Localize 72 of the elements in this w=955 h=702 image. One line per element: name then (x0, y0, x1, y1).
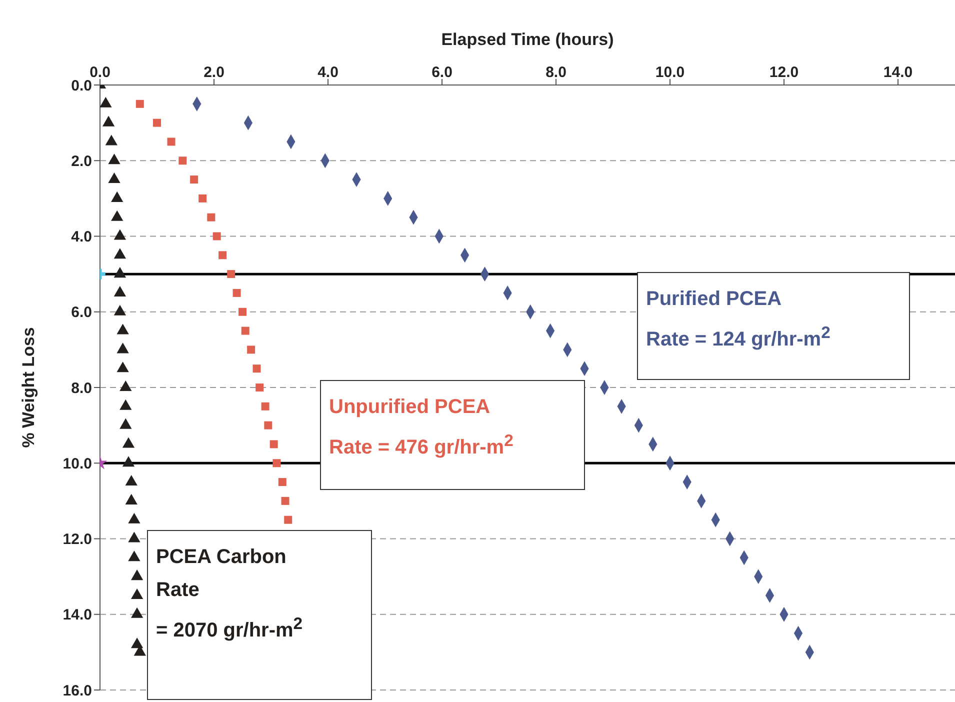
y-tick-label: 10.0 (62, 455, 92, 472)
point (281, 496, 290, 505)
point (198, 194, 207, 202)
y-tick-label: 12.0 (62, 531, 92, 548)
y-tick-label: 6.0 (71, 304, 92, 322)
point (116, 342, 129, 354)
point (114, 304, 126, 316)
point (136, 100, 144, 108)
annotation: PCEA Carbon Rate = 2070 gr/hr-m$^{2}$ (156, 545, 304, 644)
point (153, 118, 161, 127)
point (167, 138, 176, 146)
point (261, 402, 270, 410)
point (114, 229, 126, 240)
annotation: Purified PCEA Rate = 124 gr/hr-m$^{2}$ (646, 287, 832, 353)
y-tick-label: 16.0 (62, 682, 92, 700)
point (284, 516, 292, 524)
point (116, 362, 129, 372)
point (122, 437, 135, 448)
x-tick-label: 0.0 (90, 64, 110, 81)
point (178, 156, 187, 165)
point (241, 326, 250, 335)
x-tick-label: 2.0 (204, 64, 224, 81)
point (108, 154, 120, 164)
point (130, 588, 144, 599)
point (120, 380, 132, 392)
point (130, 570, 144, 580)
point (212, 232, 221, 240)
point (128, 532, 140, 542)
point (120, 418, 132, 429)
text-box: PCEA Carbon Rate = 2070 gr/hr-m$^{2}$ (147, 530, 372, 700)
y-tick-label: 8.0 (71, 380, 92, 397)
x-tick-label: 10.0 (655, 64, 685, 81)
point (232, 288, 241, 297)
point (218, 251, 227, 260)
x-tick-label: 12.0 (769, 64, 799, 81)
point (238, 308, 246, 316)
x-tick-label: 8.0 (546, 64, 566, 81)
point (190, 176, 198, 184)
annotation: Unpurified PCEA Rate = 476 gr/hr-m$^{2}$ (329, 395, 514, 461)
point (125, 475, 138, 486)
y-tick-label: 4.0 (71, 228, 92, 246)
point (256, 384, 264, 392)
point (252, 364, 261, 373)
point (122, 456, 135, 467)
point (128, 550, 140, 562)
y-tick-label: 14.0 (62, 606, 92, 624)
x-axis-title: Elapsed Time (hours) (441, 30, 614, 49)
point (125, 494, 138, 504)
point (264, 421, 272, 430)
x-tick-label: 6.0 (432, 64, 452, 81)
text-box: Purified PCEA Rate = 124 gr/hr-m$^{2}$ (637, 272, 910, 380)
x-tick-label: 14.0 (883, 64, 913, 81)
point (207, 213, 216, 222)
x-tick-label: 4.0 (318, 64, 338, 81)
point (130, 638, 144, 648)
point (227, 270, 236, 278)
point (116, 324, 129, 334)
text-box: Unpurified PCEA Rate = 476 gr/hr-m$^{2}$ (320, 380, 585, 490)
point (114, 248, 126, 259)
point (105, 134, 118, 146)
point (247, 346, 256, 354)
point (272, 459, 281, 468)
y-axis-title: % Weight Loss (19, 327, 38, 448)
y-tick-label: 0.0 (71, 77, 92, 94)
point (108, 172, 120, 184)
point (270, 440, 278, 448)
y-tick-label: 2.0 (71, 152, 92, 170)
point (120, 399, 132, 410)
point (128, 512, 140, 524)
point (114, 267, 126, 278)
point (278, 478, 286, 486)
point (130, 607, 144, 618)
